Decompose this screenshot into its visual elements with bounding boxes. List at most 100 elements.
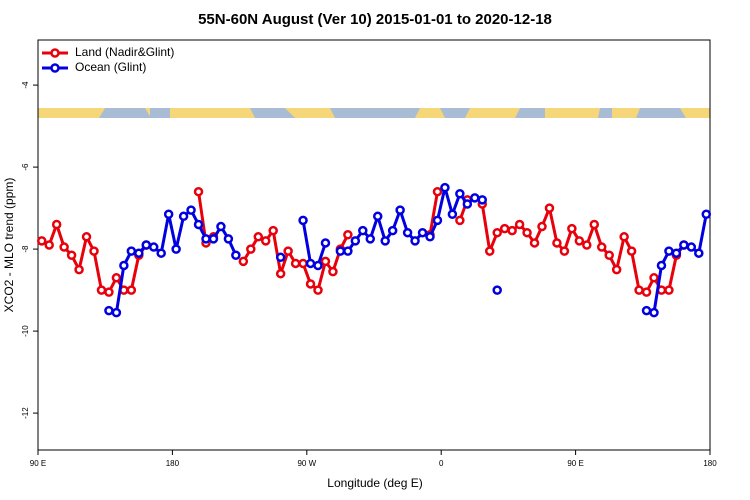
plot-frame xyxy=(37,39,711,451)
series-point xyxy=(641,287,652,297)
series-point xyxy=(656,260,667,271)
series-point xyxy=(574,236,585,246)
series-point xyxy=(81,232,92,242)
series-point xyxy=(387,225,398,236)
series-point xyxy=(425,232,435,242)
series-line xyxy=(41,219,148,294)
series-point xyxy=(298,215,308,226)
series-point xyxy=(544,203,555,213)
series-point xyxy=(66,250,77,260)
series-point xyxy=(492,285,502,295)
y-tick-label: -4 xyxy=(21,81,30,89)
series-point xyxy=(470,193,480,203)
series-point xyxy=(111,307,122,318)
legend-marker xyxy=(50,48,60,58)
series-point xyxy=(186,205,196,215)
series-point xyxy=(148,242,159,252)
x-tick-label: 180 xyxy=(703,459,717,468)
y-tick-label: -8 xyxy=(21,245,30,253)
series-point xyxy=(320,256,331,267)
series-point xyxy=(671,248,682,258)
land-mask-strip xyxy=(38,108,710,118)
series-point xyxy=(343,246,353,256)
series-point xyxy=(417,227,428,238)
x-axis-label: Longitude (deg E) xyxy=(327,476,422,490)
series-point xyxy=(201,234,211,244)
chart-title: 55N-60N August (Ver 10) 2015-01-01 to 20… xyxy=(198,11,552,28)
series-point xyxy=(626,246,637,256)
series-point xyxy=(477,195,488,205)
series-point xyxy=(432,215,443,226)
series-point xyxy=(664,246,674,256)
series-point xyxy=(253,232,264,242)
y-axis-label: XCO2 - MLO trend (ppm) xyxy=(2,178,16,313)
series-point xyxy=(223,234,234,244)
series-point xyxy=(589,219,600,230)
series-point xyxy=(260,236,271,246)
x-tick-label: 0 xyxy=(439,459,444,468)
series-point xyxy=(290,258,301,269)
series-point xyxy=(268,225,278,236)
series-point xyxy=(402,227,413,238)
series-point xyxy=(552,238,562,248)
series-point xyxy=(701,209,712,219)
series-point xyxy=(619,232,629,242)
series-point xyxy=(447,209,458,219)
series-point xyxy=(104,305,114,316)
series-point xyxy=(126,246,137,256)
series-point xyxy=(567,223,577,234)
series-point xyxy=(231,250,241,260)
series-point xyxy=(440,182,450,193)
series-point xyxy=(193,219,204,230)
series-point xyxy=(358,225,368,236)
series-line xyxy=(428,191,439,236)
series-point xyxy=(679,240,689,250)
series-point xyxy=(686,242,697,252)
series-point xyxy=(365,234,376,244)
series-point xyxy=(634,285,644,295)
series-point xyxy=(514,219,525,230)
series-point xyxy=(432,186,443,197)
series-point xyxy=(320,238,331,248)
series-point xyxy=(111,273,122,283)
series-point xyxy=(641,305,652,316)
series-point xyxy=(410,236,420,246)
series-point xyxy=(275,252,286,263)
series-point xyxy=(156,248,166,258)
series-point xyxy=(178,211,189,222)
series-point xyxy=(313,260,323,271)
legend-label: Ocean (Glint) xyxy=(75,60,146,74)
series-point xyxy=(372,211,383,222)
series-point xyxy=(238,256,249,267)
series-point xyxy=(283,246,293,256)
series-point xyxy=(313,285,323,295)
series-point xyxy=(246,244,256,254)
series-point xyxy=(522,227,532,238)
series-point xyxy=(119,260,129,271)
y-tick-label: -12 xyxy=(21,407,30,419)
series-point xyxy=(596,242,607,252)
series-point xyxy=(216,221,226,232)
series-point xyxy=(529,238,540,248)
series-point xyxy=(664,285,674,295)
series-point xyxy=(499,223,510,234)
series-point xyxy=(305,279,316,289)
series-point xyxy=(96,285,107,295)
series-point xyxy=(507,225,517,236)
series-point xyxy=(559,246,570,256)
series-point xyxy=(537,221,547,232)
series-point xyxy=(492,227,502,238)
series-point xyxy=(582,240,592,250)
series-point xyxy=(298,258,308,269)
x-tick-label: 90 E xyxy=(30,459,46,468)
series-point xyxy=(694,248,704,258)
legend-marker xyxy=(50,63,60,73)
legend-label: Land (Nadir&Glint) xyxy=(75,45,174,59)
series-point xyxy=(305,258,316,269)
series-point xyxy=(36,236,47,246)
series-point xyxy=(343,230,353,240)
y-tick-label: -10 xyxy=(21,325,30,337)
series-line xyxy=(646,213,708,315)
series-point xyxy=(462,199,473,209)
